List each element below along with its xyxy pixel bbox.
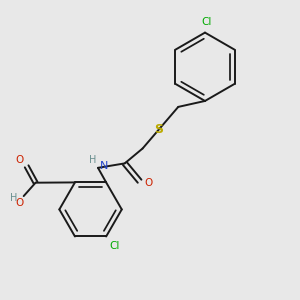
Text: N: N xyxy=(100,161,108,171)
Text: H: H xyxy=(11,193,18,202)
Text: O: O xyxy=(15,155,24,165)
Text: O: O xyxy=(15,198,24,208)
Text: Cl: Cl xyxy=(109,241,119,251)
Text: Cl: Cl xyxy=(201,17,212,27)
Text: H: H xyxy=(89,155,97,165)
Text: O: O xyxy=(144,178,152,188)
Text: S: S xyxy=(154,123,164,136)
